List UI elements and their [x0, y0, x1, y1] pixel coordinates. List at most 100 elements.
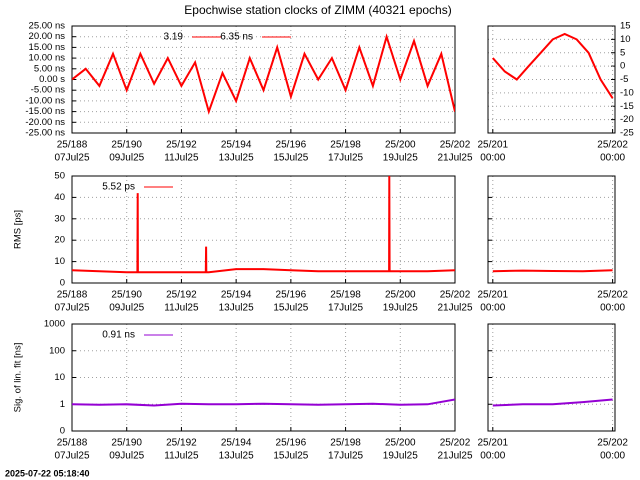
- y-tick-label: 15.00 ns: [29, 42, 66, 53]
- x-tick-date: 19Jul25: [383, 303, 418, 314]
- series-line: [492, 269, 613, 273]
- y-tick-label: -5: [620, 74, 628, 85]
- y-tick-label: 30: [54, 213, 65, 224]
- x-tick-date: 09Jul25: [109, 303, 144, 314]
- x-tick-label: 25/201: [477, 140, 508, 151]
- x-tick-date: 13Jul25: [219, 451, 254, 462]
- x-tick-date: 00:00: [600, 153, 625, 164]
- x-tick-label: 25/201: [477, 290, 508, 301]
- x-tick-date: 21Jul25: [437, 303, 472, 314]
- y-tick-label: -20: [620, 114, 634, 125]
- x-tick-label: 25/202: [440, 290, 471, 301]
- series-line: [72, 176, 455, 274]
- y-tick-label: 5: [620, 47, 625, 58]
- x-tick-date: 07Jul25: [54, 451, 89, 462]
- y-tick-label: -10.00 ns: [25, 95, 65, 106]
- x-tick-date: 07Jul25: [54, 153, 89, 164]
- x-tick-date: 13Jul25: [219, 153, 254, 164]
- x-tick-label: 25/200: [385, 290, 416, 301]
- legend-label: 5.52 ps: [102, 182, 135, 193]
- x-tick-date: 00:00: [600, 303, 625, 314]
- x-tick-date: 21Jul25: [437, 153, 472, 164]
- plot-frame: [71, 25, 456, 134]
- y-tick-label: 20.00 ns: [29, 31, 66, 42]
- legend-label: 6.35 ns: [220, 32, 253, 43]
- plot-frame: [487, 323, 616, 432]
- x-tick-date: 09Jul25: [109, 451, 144, 462]
- y-tick-label: -10: [620, 87, 634, 98]
- y-tick-label: -15: [620, 101, 634, 112]
- x-tick-date: 17Jul25: [328, 451, 363, 462]
- series-line: [492, 398, 613, 407]
- x-tick-label: 25/190: [111, 438, 142, 449]
- y-tick-label: -20.00 ns: [25, 117, 65, 128]
- x-tick-date: 13Jul25: [219, 303, 254, 314]
- x-tick-label: 25/196: [276, 140, 307, 151]
- y-tick-label: 0: [60, 426, 65, 437]
- x-tick-label: 25/196: [276, 438, 307, 449]
- x-tick-label: 25/190: [111, 290, 142, 301]
- x-tick-date: 11Jul25: [164, 303, 199, 314]
- x-tick-label: 25/192: [166, 290, 197, 301]
- x-tick-date: 19Jul25: [383, 153, 418, 164]
- x-tick-label: 25/202: [440, 438, 471, 449]
- x-tick-date: 00:00: [480, 451, 505, 462]
- y-tick-label: 1: [60, 399, 65, 410]
- y-tick-label: -5.00 ns: [31, 85, 66, 96]
- x-tick-date: 09Jul25: [109, 153, 144, 164]
- x-tick-label: 25/202: [440, 140, 471, 151]
- x-tick-date: 11Jul25: [164, 153, 199, 164]
- y-tick-label: 10: [54, 256, 65, 267]
- y-tick-label: 5.00 ns: [34, 63, 65, 74]
- x-tick-label: 25/200: [385, 140, 416, 151]
- legend-label: 3.19: [164, 32, 184, 43]
- y-tick-label: 10: [620, 34, 631, 45]
- x-tick-date: 15Jul25: [273, 153, 308, 164]
- x-tick-date: 17Jul25: [328, 153, 363, 164]
- x-tick-label: 25/192: [166, 438, 197, 449]
- y-tick-label: 50: [54, 171, 65, 182]
- y-tick-label: 20: [54, 235, 65, 246]
- x-tick-label: 25/192: [166, 140, 197, 151]
- x-tick-label: 25/194: [221, 140, 252, 151]
- plot-frame: [71, 175, 456, 284]
- x-tick-date: 11Jul25: [164, 451, 199, 462]
- y-tick-label: -25.00 ns: [25, 128, 65, 139]
- x-tick-label: 25/198: [330, 140, 361, 151]
- y-tick-label: 100: [49, 345, 65, 356]
- plot-frame: [487, 175, 616, 284]
- timestamp: 2025-07-22 05:18:40: [5, 468, 90, 478]
- y-tick-label: 10.00 ns: [29, 53, 66, 64]
- x-tick-label: 25/198: [330, 438, 361, 449]
- x-tick-date: 21Jul25: [437, 451, 472, 462]
- legend-label: 0.91 ns: [102, 330, 135, 341]
- x-tick-label: 25/188: [57, 438, 88, 449]
- y-tick-label: 25.00 ns: [29, 21, 66, 32]
- y-tick-label: 0: [60, 278, 65, 289]
- x-tick-date: 15Jul25: [273, 451, 308, 462]
- y-tick-label: 0: [620, 61, 625, 72]
- x-tick-date: 07Jul25: [54, 303, 89, 314]
- y-tick-label: 0.00 s: [39, 74, 65, 85]
- chart-title: Epochwise station clocks of ZIMM (40321 …: [184, 3, 451, 17]
- x-tick-date: 00:00: [600, 451, 625, 462]
- x-tick-label: 25/188: [57, 290, 88, 301]
- y-tick-label: 1000: [44, 319, 65, 330]
- y-axis-title: Sig. of lin. fit [ns]: [13, 343, 24, 413]
- x-tick-label: 25/202: [597, 140, 628, 151]
- x-tick-label: 25/194: [221, 438, 252, 449]
- y-tick-label: 40: [54, 192, 65, 203]
- x-tick-label: 25/198: [330, 290, 361, 301]
- series-line: [72, 33, 455, 115]
- x-tick-label: 25/200: [385, 438, 416, 449]
- plot-frame: [487, 25, 616, 134]
- series-line: [492, 32, 614, 99]
- y-tick-label: 10: [54, 372, 65, 383]
- x-tick-date: 00:00: [480, 303, 505, 314]
- x-tick-label: 25/194: [221, 290, 252, 301]
- x-tick-label: 25/202: [597, 438, 628, 449]
- x-tick-label: 25/196: [276, 290, 307, 301]
- x-tick-label: 25/202: [597, 290, 628, 301]
- y-axis-title: RMS [ps]: [13, 210, 24, 249]
